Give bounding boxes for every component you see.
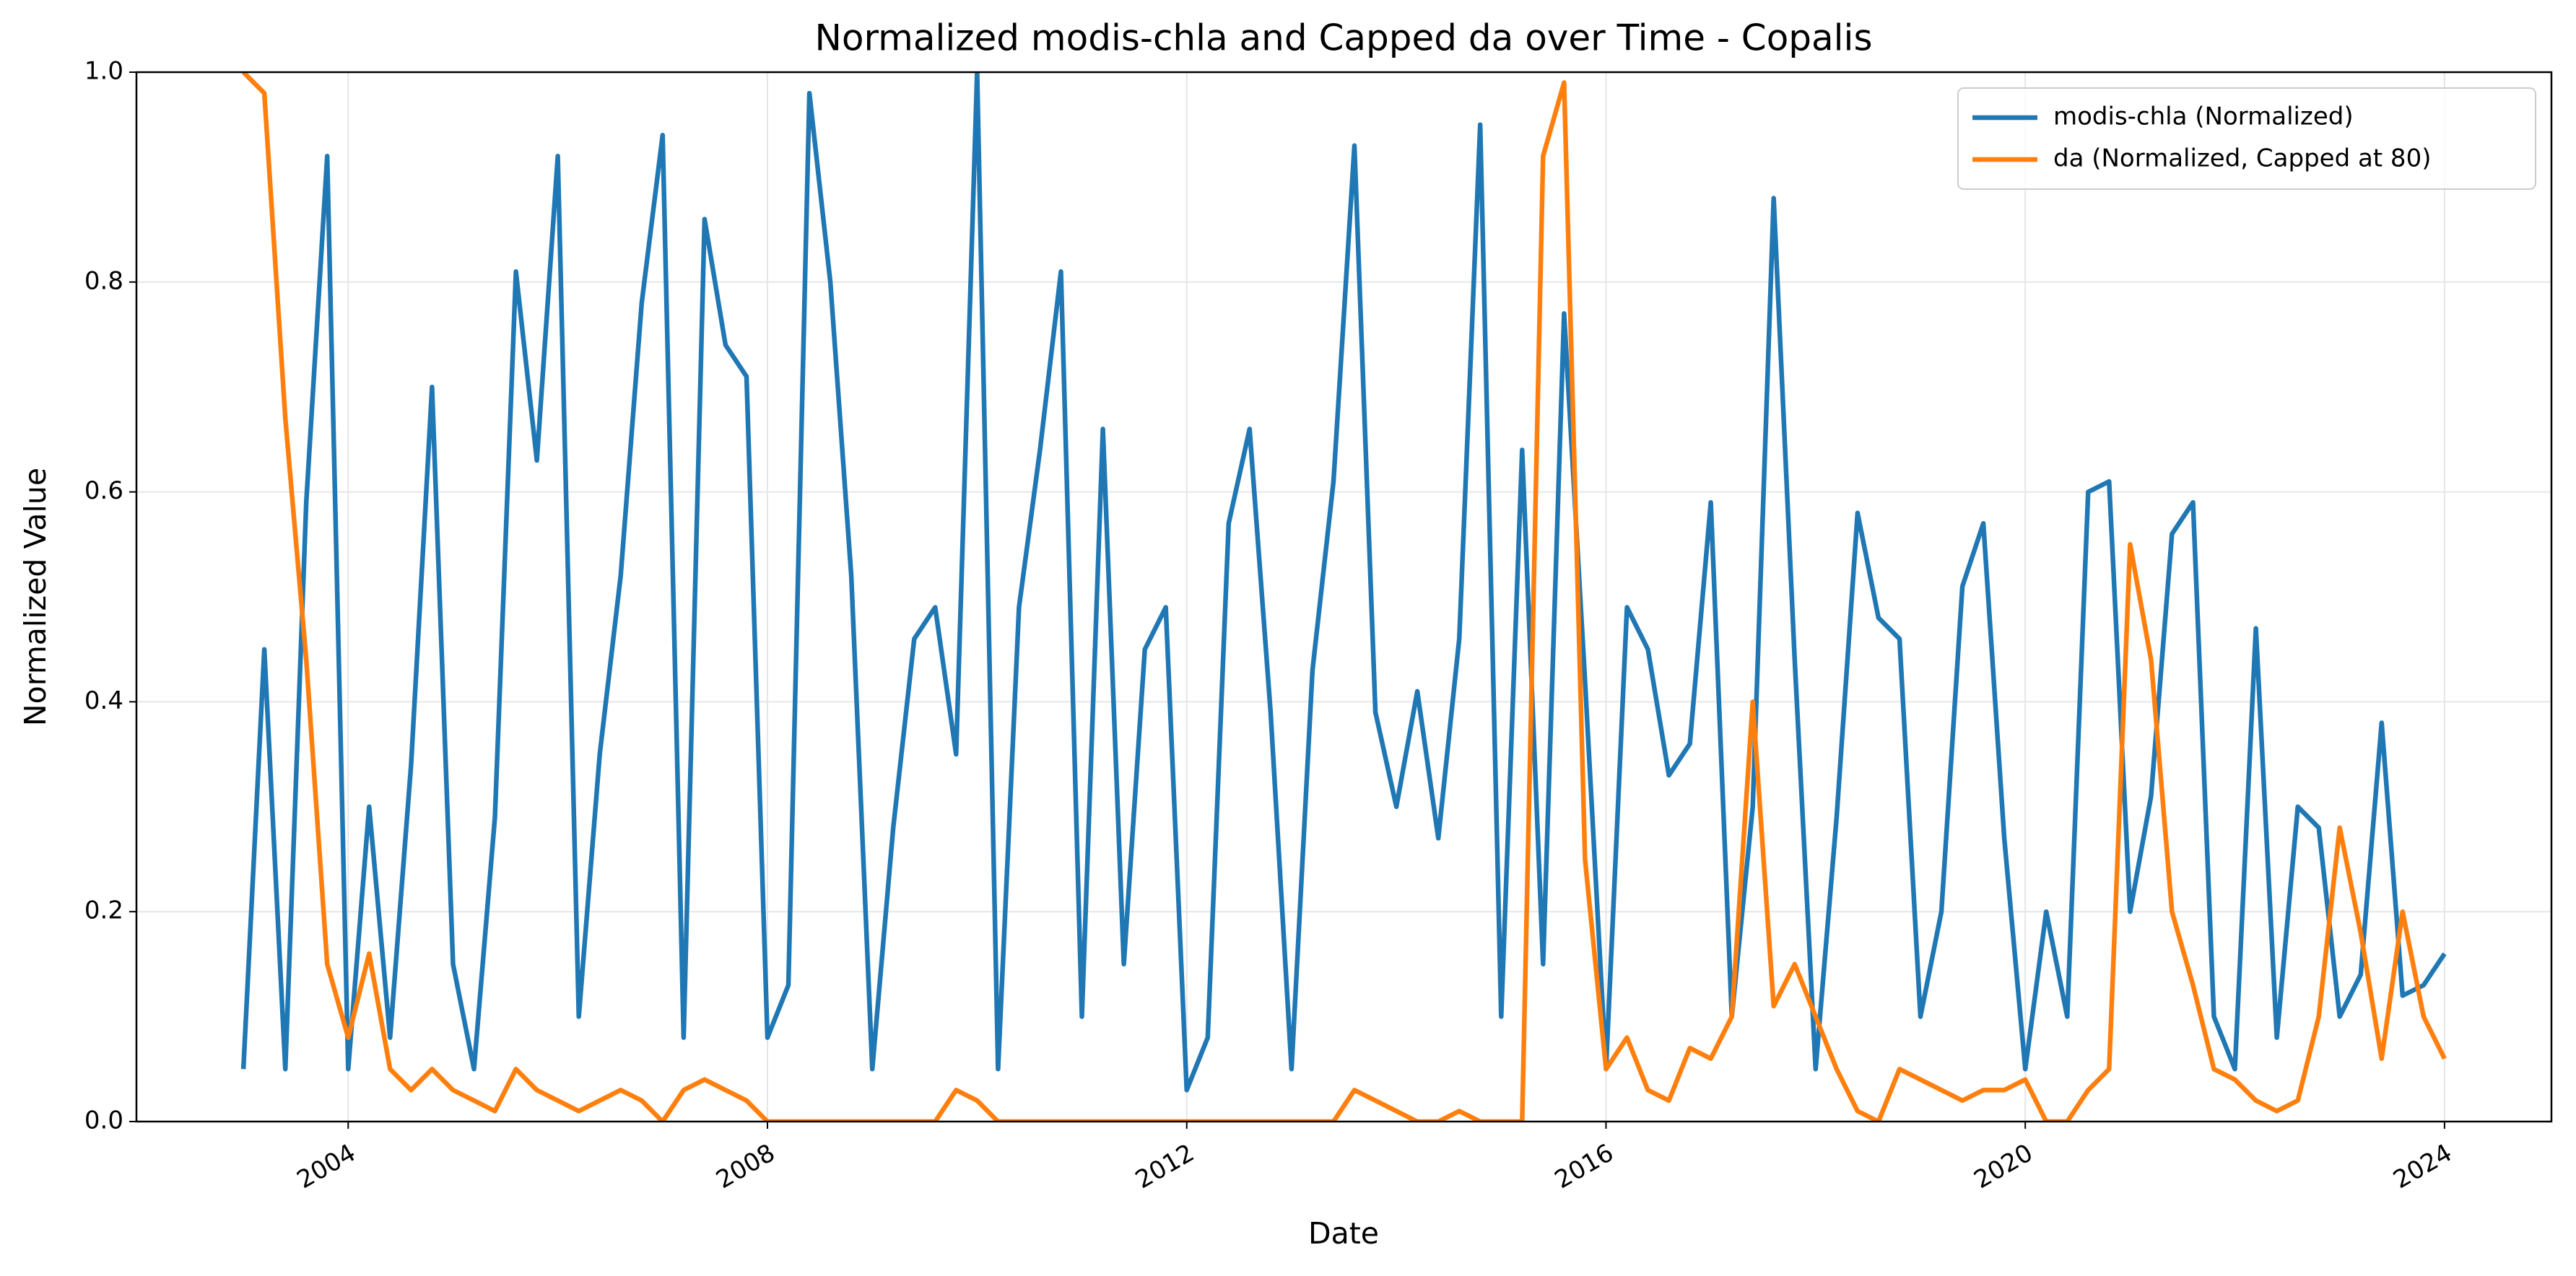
data-line: [240, 72, 2447, 1093]
x-tick-label: 2004: [292, 1138, 361, 1194]
plot-area: [240, 72, 2447, 1122]
y-tick-label: 0.6: [84, 476, 123, 505]
x-axis-label: Date: [1308, 1216, 1379, 1251]
legend-label: modis-chla (Normalized): [2053, 102, 2354, 131]
y-tick-label: 0.8: [84, 266, 123, 295]
legend-label: da (Normalized, Capped at 80): [2053, 144, 2431, 173]
y-axis-label: Normalized Value: [18, 468, 53, 726]
x-tick-label: 2012: [1131, 1138, 1199, 1194]
legend: modis-chla (Normalized) da (Normalized, C…: [1957, 87, 2536, 190]
x-tick-label: 2008: [711, 1138, 780, 1194]
x-tick-label: 2016: [1550, 1138, 1619, 1194]
legend-box: [1957, 87, 2536, 190]
y-tick-label: 0.4: [84, 686, 123, 715]
y-tick-label: 0.0: [84, 1106, 123, 1135]
y-tick-label: 0.2: [84, 896, 123, 925]
data-line: [241, 72, 2447, 1122]
chart-title: Normalized modis-chla and Capped da over…: [814, 17, 1872, 59]
y-tick-label: 1.0: [84, 57, 123, 86]
x-tick-label: 2024: [2388, 1138, 2457, 1194]
x-tick-label: 2020: [1969, 1138, 2037, 1194]
plot-frame: [135, 71, 2553, 1123]
axes: 0.0 0.2 0.4 0.6 0.8 1.0 2004 2008 2012 2016 2020 20…: [84, 57, 2457, 1195]
